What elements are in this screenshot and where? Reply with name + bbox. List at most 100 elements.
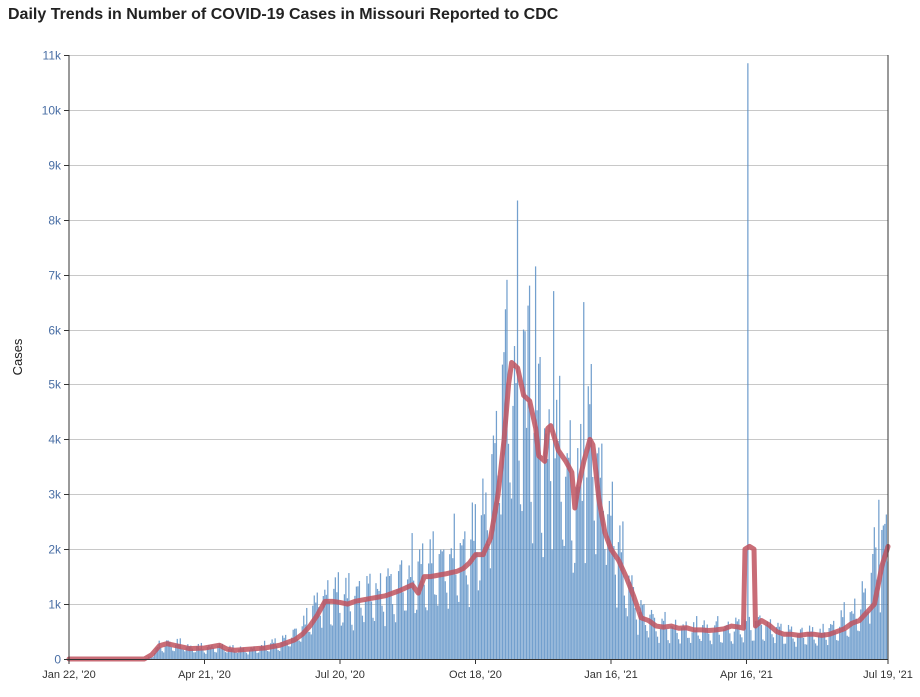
daily-cases-bar bbox=[610, 515, 612, 659]
daily-cases-bar bbox=[160, 647, 162, 659]
daily-cases-bar bbox=[661, 618, 663, 659]
daily-cases-bar bbox=[608, 500, 610, 659]
daily-cases-bar bbox=[885, 514, 887, 659]
daily-cases-bar bbox=[836, 640, 838, 659]
daily-cases-bar bbox=[851, 611, 853, 659]
daily-cases-bar bbox=[554, 458, 556, 659]
daily-cases-bar bbox=[736, 621, 738, 659]
daily-cases-bar bbox=[882, 525, 884, 659]
y-tick-label: 7k bbox=[48, 269, 62, 283]
daily-cases-bar bbox=[411, 533, 413, 659]
daily-cases-bar bbox=[531, 543, 534, 659]
daily-cases-bar bbox=[884, 523, 886, 659]
daily-cases-bar bbox=[598, 447, 600, 659]
daily-cases-bar bbox=[218, 643, 221, 659]
daily-cases-bar bbox=[251, 648, 254, 659]
daily-cases-bar bbox=[269, 643, 272, 659]
daily-cases-bar bbox=[399, 564, 401, 659]
daily-cases-bar bbox=[775, 627, 778, 659]
daily-cases-bar bbox=[333, 588, 335, 659]
daily-cases-bar bbox=[830, 624, 832, 659]
daily-cases-bar bbox=[614, 574, 616, 659]
daily-cases-bar bbox=[151, 657, 153, 659]
daily-cases-bar bbox=[157, 646, 159, 659]
daily-cases-bar bbox=[724, 625, 726, 659]
daily-cases-bar bbox=[640, 600, 642, 659]
daily-cases-bar bbox=[295, 628, 297, 659]
daily-cases-bar bbox=[396, 589, 398, 659]
daily-cases-bar bbox=[349, 611, 352, 659]
daily-cases-bar bbox=[248, 650, 251, 659]
daily-cases-bar bbox=[366, 576, 368, 659]
daily-cases-bar bbox=[787, 624, 790, 659]
daily-cases-bar bbox=[155, 647, 157, 659]
daily-cases-bar bbox=[649, 614, 651, 659]
daily-cases-bar bbox=[230, 648, 233, 659]
daily-cases-bar bbox=[528, 285, 531, 659]
daily-cases-bar bbox=[417, 561, 419, 659]
daily-cases-bar bbox=[154, 653, 156, 659]
daily-cases-bar bbox=[521, 511, 523, 659]
daily-cases-bar bbox=[730, 641, 732, 659]
daily-cases-bar bbox=[516, 200, 519, 659]
daily-cases-bar bbox=[351, 624, 353, 659]
daily-cases-bar bbox=[870, 572, 872, 659]
daily-cases-bar bbox=[217, 645, 219, 659]
daily-cases-bar bbox=[759, 615, 761, 659]
daily-cases-bar bbox=[750, 630, 752, 659]
daily-cases-bar bbox=[465, 575, 467, 659]
daily-cases-bar bbox=[322, 596, 324, 659]
daily-cases-bar bbox=[586, 477, 588, 659]
bar-series bbox=[145, 63, 889, 660]
daily-cases-bar bbox=[447, 608, 449, 659]
daily-cases-bar bbox=[530, 501, 532, 659]
daily-cases-bar bbox=[708, 633, 710, 659]
daily-cases-bar bbox=[881, 529, 883, 659]
daily-cases-bar bbox=[504, 309, 507, 659]
daily-cases-bar bbox=[680, 627, 683, 659]
daily-cases-bar bbox=[178, 644, 180, 659]
moving-average-line bbox=[66, 359, 891, 662]
daily-cases-bar bbox=[784, 643, 787, 659]
daily-cases-bar bbox=[384, 626, 386, 659]
daily-cases-bar bbox=[316, 592, 318, 659]
daily-cases-bar bbox=[500, 514, 502, 659]
daily-cases-bar bbox=[381, 605, 383, 659]
daily-cases-bar bbox=[808, 625, 811, 659]
daily-cases-bar bbox=[328, 601, 330, 659]
daily-cases-bar bbox=[677, 639, 680, 659]
daily-cases-bar bbox=[376, 588, 379, 659]
daily-cases-bar bbox=[768, 625, 770, 659]
daily-cases-bar bbox=[492, 435, 495, 659]
daily-cases-bar bbox=[327, 580, 329, 659]
daily-cases-bar bbox=[676, 632, 678, 659]
daily-cases-bar bbox=[393, 614, 395, 659]
daily-cases-bar bbox=[519, 504, 522, 659]
x-tick-label: Oct 18, '20 bbox=[449, 669, 502, 681]
daily-cases-bar bbox=[440, 549, 442, 659]
daily-cases-bar bbox=[741, 637, 743, 659]
daily-cases-bar bbox=[577, 448, 579, 659]
daily-cases-bar bbox=[238, 649, 240, 659]
daily-cases-bar bbox=[215, 652, 218, 659]
daily-cases-bar bbox=[821, 632, 823, 659]
daily-cases-bar bbox=[814, 643, 817, 659]
daily-cases-bar bbox=[739, 634, 741, 659]
daily-cases-bar bbox=[807, 632, 809, 659]
daily-cases-bar bbox=[879, 612, 881, 659]
daily-cases-bar bbox=[638, 611, 641, 659]
daily-cases-bar bbox=[824, 632, 826, 659]
daily-cases-bar bbox=[700, 640, 702, 659]
daily-cases-bar bbox=[370, 601, 373, 659]
daily-cases-bar bbox=[781, 636, 784, 659]
daily-cases-bar bbox=[634, 607, 636, 659]
daily-cases-bar bbox=[718, 634, 720, 659]
daily-cases-bar bbox=[196, 646, 198, 659]
daily-cases-bar bbox=[583, 302, 585, 659]
daily-cases-bar bbox=[489, 568, 492, 659]
daily-cases-bar bbox=[494, 443, 496, 659]
daily-cases-bar bbox=[793, 641, 796, 659]
daily-cases-bar bbox=[876, 579, 878, 659]
daily-cases-bar bbox=[473, 540, 475, 659]
